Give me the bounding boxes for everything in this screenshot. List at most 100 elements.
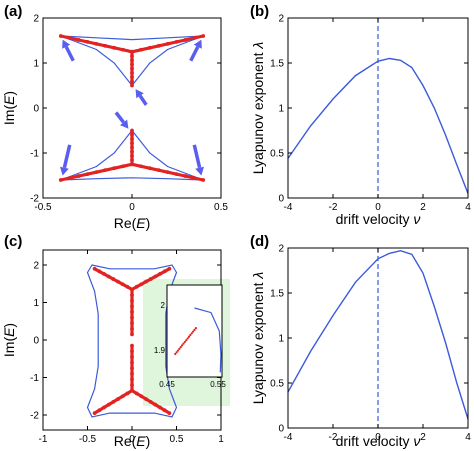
panel-c-inset-frame — [166, 284, 223, 378]
panel-b-ylabel: Lyapunov exponent λ — [250, 42, 266, 175]
inset-point — [189, 333, 192, 337]
inset-xtick-label: 0.55 — [210, 380, 226, 389]
spectrum-point — [192, 176, 197, 180]
arrow-shaft — [114, 111, 125, 124]
panel-c-xtick-label: 0.5 — [170, 434, 184, 445]
spectrum-point — [97, 269, 102, 274]
spectrum-point — [130, 153, 134, 158]
spectrum-point — [106, 402, 111, 407]
spectrum-point — [158, 272, 162, 276]
spectrum-point — [130, 326, 134, 331]
panel-d-xtick-label: 0 — [375, 432, 381, 443]
spectrum-point — [148, 399, 153, 404]
panel-b-ytick-label: 1.5 — [270, 59, 284, 70]
panel-c-xtick-label: -0.5 — [79, 434, 97, 445]
panel-d-xtick-label: 2 — [420, 432, 426, 443]
spectrum-point — [130, 383, 134, 387]
panel-b-xtick-label: 2 — [420, 202, 426, 213]
panel-d-xtick-label: -2 — [329, 432, 338, 443]
panel-c-inset-marks — [174, 307, 222, 373]
panel-d-marks — [287, 248, 469, 428]
panel-b-ytick-label: 2 — [278, 14, 284, 25]
inset-point — [178, 347, 181, 350]
spectrum-point — [139, 47, 143, 52]
panel-c-ytick-label: 0 — [33, 336, 39, 347]
spectrum-point — [97, 408, 102, 413]
spectrum-point — [134, 391, 139, 396]
inset-point — [187, 335, 191, 338]
arrow-shaft — [189, 45, 200, 62]
spectrum-point — [120, 282, 125, 287]
panel-a-ytick-label: 0 — [33, 104, 39, 115]
panel-b-xtick-label: 0 — [375, 202, 381, 213]
spectrum-point — [130, 354, 134, 359]
spectrum-point — [130, 83, 134, 88]
spectrum-point — [183, 38, 188, 42]
spectrum-point — [130, 360, 134, 365]
spectrum-point — [130, 158, 134, 162]
spectrum-point — [116, 397, 120, 401]
panel-b-ticks: -4 -2 0 2 4 0 0.5 1 1.5 2 — [270, 14, 471, 214]
spectrum-point — [167, 411, 172, 416]
spectrum-point — [201, 178, 206, 182]
panel-c-ytick-label: -1 — [30, 373, 39, 384]
inset-point — [176, 349, 180, 352]
panel-a-ticks: -0.5 0 0.5 -2 -1 0 1 2 — [30, 14, 228, 214]
panel-c-inset-ticks: 0.45 0.55 2 1.9 — [154, 301, 226, 389]
panel-d: -4 -2 0 2 4 0 0.5 1 1.5 2 (d) drift velocity ν Ly… — [250, 233, 471, 449]
inset-point — [174, 352, 177, 356]
spectrum-point — [192, 36, 197, 40]
spectrum-point — [174, 40, 179, 44]
panel-d-ytick-label: 2 — [278, 244, 284, 255]
spectrum-point — [165, 170, 170, 175]
spectrum-point — [130, 49, 134, 54]
panel-b-xtick-label: -2 — [329, 202, 338, 213]
panel-a-xtick-label: 0.5 — [214, 202, 228, 213]
spectrum-point — [201, 34, 206, 38]
spectrum-point — [130, 349, 134, 354]
direction-arrow — [60, 144, 72, 176]
panel-b-ytick-label: 1 — [278, 104, 284, 115]
direction-arrow — [135, 89, 148, 106]
direction-arrow — [114, 111, 129, 129]
spectrum-point — [162, 269, 167, 274]
arrow-head — [135, 89, 144, 99]
direction-arrow — [189, 39, 202, 62]
spectrum-point — [92, 266, 97, 271]
spectrum-point — [130, 149, 134, 154]
panel-b-label: (b) — [250, 3, 269, 20]
spectrum-point — [130, 343, 134, 348]
spectrum-point — [67, 36, 72, 40]
spectrum-point — [121, 47, 125, 52]
spectrum-point — [112, 166, 117, 171]
spectrum-point — [94, 170, 99, 175]
lyapunov-curve — [287, 57, 469, 194]
spectrum-point — [130, 79, 134, 84]
spectrum-point — [139, 282, 144, 287]
inset-curve — [194, 307, 222, 373]
spectrum-point — [130, 141, 134, 146]
spectrum-point — [165, 41, 170, 46]
spectrum-point — [130, 145, 134, 150]
spectrum-point — [130, 388, 134, 393]
lyapunov-curve — [287, 249, 469, 420]
panel-a-marks — [58, 34, 206, 182]
panel-b-marks — [287, 18, 469, 198]
spectrum-point — [148, 277, 153, 281]
spectrum-point — [130, 366, 134, 371]
spectrum-point — [58, 34, 63, 38]
spectrum-point — [121, 164, 125, 169]
panel-a-ytick-label: -2 — [30, 194, 39, 205]
panel-d-ticks: -4 -2 0 2 4 0 0.5 1 1.5 2 — [270, 244, 471, 444]
panel-c-xtick-label: -1 — [39, 434, 48, 445]
inset-point — [193, 328, 196, 331]
spectrum-point — [130, 137, 134, 141]
spectrum-point — [102, 272, 106, 276]
spectrum-point — [130, 321, 134, 326]
spectrum-point — [111, 277, 116, 281]
spectrum-point — [174, 172, 179, 176]
panel-a-xtick-label: -0.5 — [34, 202, 52, 213]
spectrum-point — [125, 284, 130, 289]
spectrum-point — [130, 332, 134, 337]
